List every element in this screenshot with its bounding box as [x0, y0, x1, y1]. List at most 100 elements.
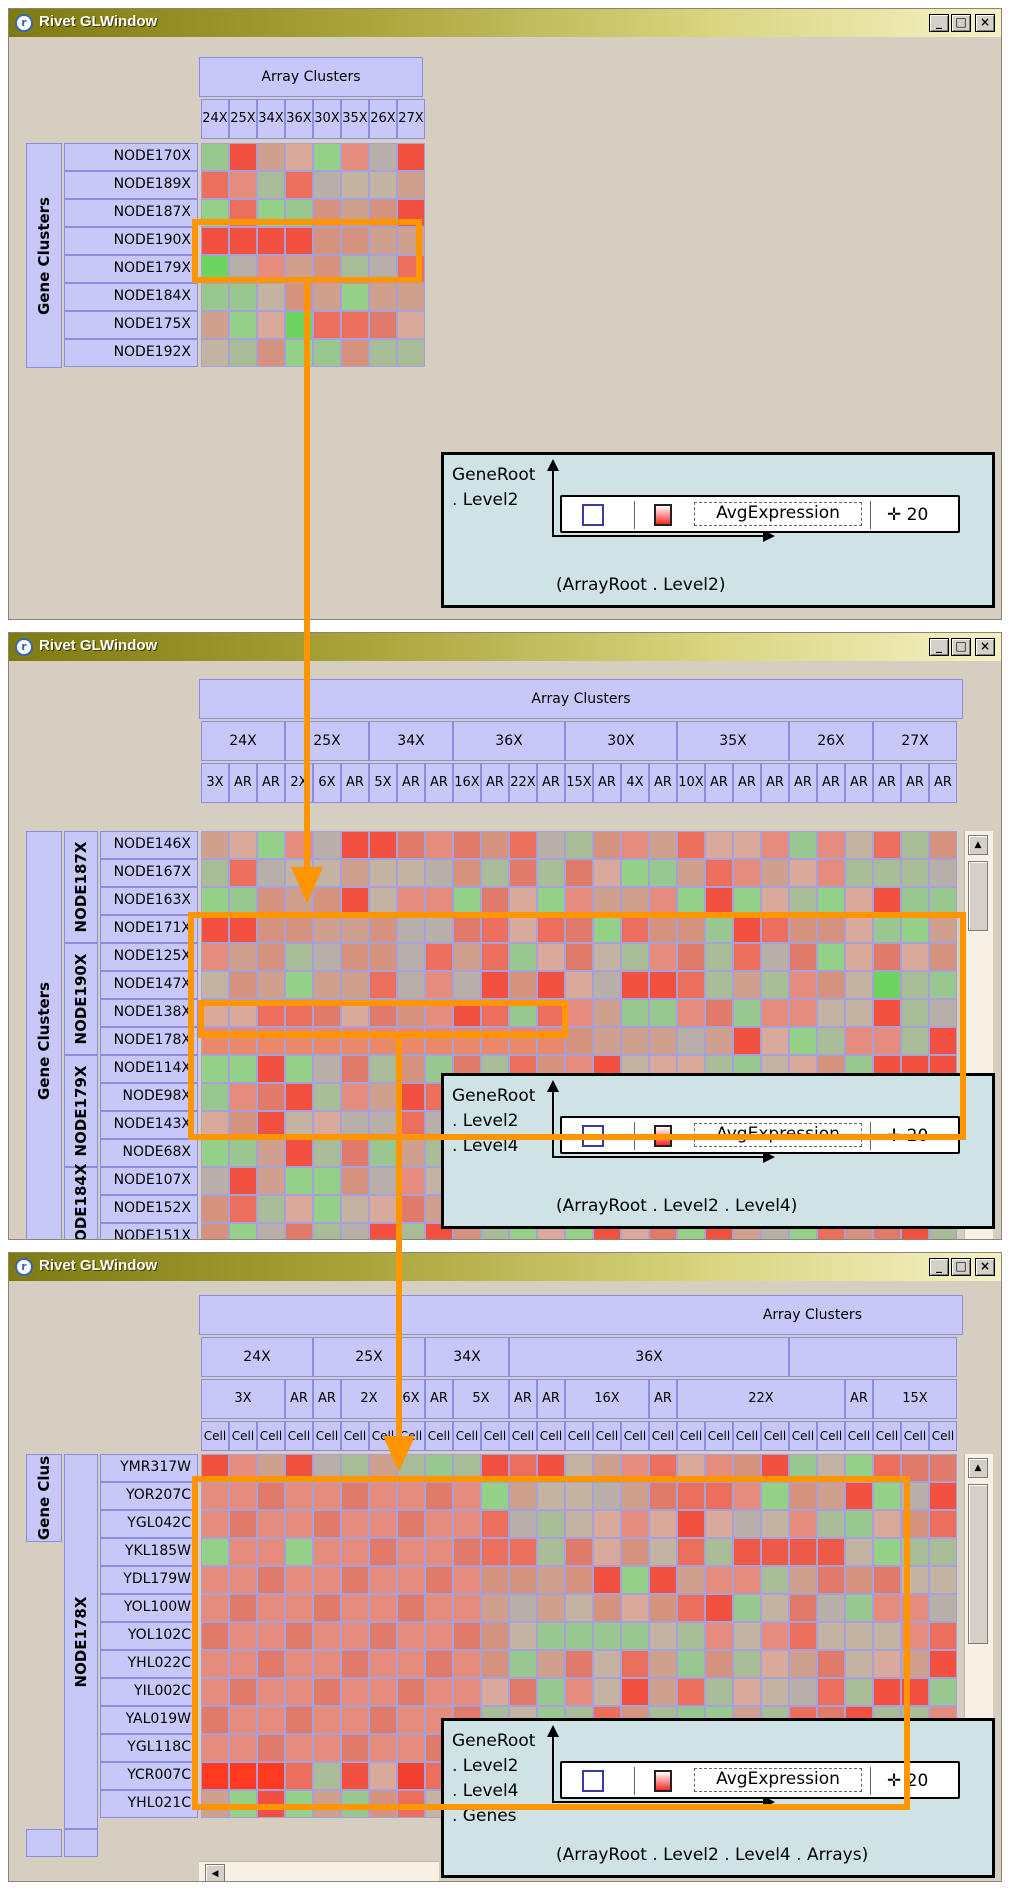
- row-label-node190x[interactable]: NODE190X: [64, 227, 198, 255]
- heatmap-cell[interactable]: [285, 1734, 313, 1762]
- heatmap-cell[interactable]: [341, 227, 369, 255]
- heatmap-cell[interactable]: [537, 1566, 565, 1594]
- minimize-button[interactable]: _: [929, 1258, 949, 1276]
- heatmap-cell[interactable]: [313, 339, 341, 367]
- heatmap-cell[interactable]: [929, 971, 957, 999]
- row-group-node184x[interactable]: NODE184X: [64, 1164, 98, 1239]
- column-header-cell[interactable]: Cell: [761, 1421, 789, 1451]
- column-header[interactable]: AR: [817, 763, 845, 803]
- row-label-node151x[interactable]: NODE151X: [100, 1223, 198, 1239]
- heatmap-cell[interactable]: [341, 311, 369, 339]
- heatmap-cell[interactable]: [481, 971, 509, 999]
- row-label-node167x[interactable]: NODE167X: [100, 859, 198, 887]
- heatmap-cell[interactable]: [761, 1538, 789, 1566]
- heatmap-cell[interactable]: [369, 943, 397, 971]
- heatmap-cell[interactable]: [257, 1195, 285, 1223]
- heatmap-cell[interactable]: [593, 1622, 621, 1650]
- heatmap-cell[interactable]: [873, 1027, 901, 1055]
- heatmap-cell[interactable]: [257, 1223, 285, 1239]
- heatmap-cell[interactable]: [397, 1538, 425, 1566]
- row-label-yol102c[interactable]: YOL102C: [100, 1622, 198, 1650]
- heatmap-cell[interactable]: [845, 1510, 873, 1538]
- heatmap-cell[interactable]: [397, 339, 425, 367]
- heatmap-cell[interactable]: [845, 1566, 873, 1594]
- array-clusters-header[interactable]: Array Clusters: [199, 57, 423, 97]
- heatmap-cell[interactable]: [257, 311, 285, 339]
- heatmap-cell[interactable]: [901, 859, 929, 887]
- heatmap-cell[interactable]: [285, 915, 313, 943]
- heatmap-cell[interactable]: [761, 1622, 789, 1650]
- column-header-cell[interactable]: Cell: [481, 1421, 509, 1451]
- heatmap-cell[interactable]: [649, 1594, 677, 1622]
- heatmap-cell[interactable]: [341, 859, 369, 887]
- column-header[interactable]: 4X: [621, 763, 649, 803]
- heatmap-cell[interactable]: [929, 1482, 957, 1510]
- heatmap-cell[interactable]: [733, 971, 761, 999]
- heatmap-cell[interactable]: [397, 171, 425, 199]
- column-header-30x[interactable]: 30X: [313, 99, 341, 139]
- heatmap-cell[interactable]: [341, 1734, 369, 1762]
- heatmap-cell[interactable]: [229, 1510, 257, 1538]
- heatmap-cell[interactable]: [537, 1482, 565, 1510]
- heatmap-cell[interactable]: [705, 999, 733, 1027]
- heatmap-cell[interactable]: [229, 1538, 257, 1566]
- heatmap-cell[interactable]: [285, 1566, 313, 1594]
- heatmap-cell[interactable]: [397, 1762, 425, 1790]
- scroll-up-button[interactable]: ▲: [968, 1458, 988, 1478]
- heatmap-cell[interactable]: [565, 1538, 593, 1566]
- column-header[interactable]: AR: [929, 763, 957, 803]
- heatmap-cell[interactable]: [677, 1566, 705, 1594]
- heatmap-cell[interactable]: [537, 971, 565, 999]
- heatmap-cell[interactable]: [649, 1482, 677, 1510]
- heatmap-cell[interactable]: [817, 1622, 845, 1650]
- heatmap-cell[interactable]: [229, 339, 257, 367]
- heatmap-cell[interactable]: [341, 1538, 369, 1566]
- heatmap-cell[interactable]: [565, 1510, 593, 1538]
- heatmap-cell[interactable]: [313, 1482, 341, 1510]
- heatmap-cell[interactable]: [565, 943, 593, 971]
- heatmap-cell[interactable]: [229, 887, 257, 915]
- heatmap-cell[interactable]: [733, 859, 761, 887]
- heatmap-cell[interactable]: [621, 1482, 649, 1510]
- heatmap-cell[interactable]: [845, 1678, 873, 1706]
- row-label-yhl022c[interactable]: YHL022C: [100, 1650, 198, 1678]
- heatmap-cell[interactable]: [341, 831, 369, 859]
- heatmap-cell[interactable]: [761, 943, 789, 971]
- heatmap-cell[interactable]: [817, 943, 845, 971]
- heatmap-cell[interactable]: [621, 1027, 649, 1055]
- heatmap-cell[interactable]: [369, 311, 397, 339]
- heatmap-cell[interactable]: [229, 1678, 257, 1706]
- heatmap-cell[interactable]: [313, 1510, 341, 1538]
- color-gradient-icon[interactable]: [654, 1770, 672, 1792]
- heatmap-cell[interactable]: [257, 1027, 285, 1055]
- heatmap-cell[interactable]: [201, 887, 229, 915]
- heatmap-cell[interactable]: [425, 1510, 453, 1538]
- heatmap-cell[interactable]: [509, 887, 537, 915]
- heatmap-cell[interactable]: [285, 1762, 313, 1790]
- column-header-cell[interactable]: Cell: [229, 1421, 257, 1451]
- heatmap-cell[interactable]: [677, 831, 705, 859]
- heatmap-cell[interactable]: [453, 1650, 481, 1678]
- heatmap-cell[interactable]: [761, 1566, 789, 1594]
- heatmap-cell[interactable]: [649, 999, 677, 1027]
- heatmap-cell[interactable]: [677, 1622, 705, 1650]
- mark-square-icon[interactable]: [582, 504, 604, 526]
- heatmap-cell[interactable]: [313, 1083, 341, 1111]
- column-group-35x[interactable]: 35X: [677, 721, 789, 761]
- heatmap-cell[interactable]: [369, 1706, 397, 1734]
- column-header[interactable]: AR: [901, 763, 929, 803]
- heatmap-cell[interactable]: [733, 1594, 761, 1622]
- title-bar[interactable]: r Rivet GLWindow _ □ ×: [9, 1253, 1001, 1281]
- heatmap-cell[interactable]: [789, 1482, 817, 1510]
- heatmap-cell[interactable]: [425, 1678, 453, 1706]
- heatmap-cell[interactable]: [677, 999, 705, 1027]
- heatmap-cell[interactable]: [257, 283, 285, 311]
- column-group-34x[interactable]: 34X: [369, 721, 453, 761]
- row-label-node152x[interactable]: NODE152X: [100, 1195, 198, 1223]
- heatmap-cell[interactable]: [845, 1594, 873, 1622]
- column-header[interactable]: AR: [873, 763, 901, 803]
- column-header-cell[interactable]: Cell: [341, 1421, 369, 1451]
- heatmap-cell[interactable]: [313, 1734, 341, 1762]
- heatmap-cell[interactable]: [341, 1083, 369, 1111]
- heatmap-cell[interactable]: [565, 999, 593, 1027]
